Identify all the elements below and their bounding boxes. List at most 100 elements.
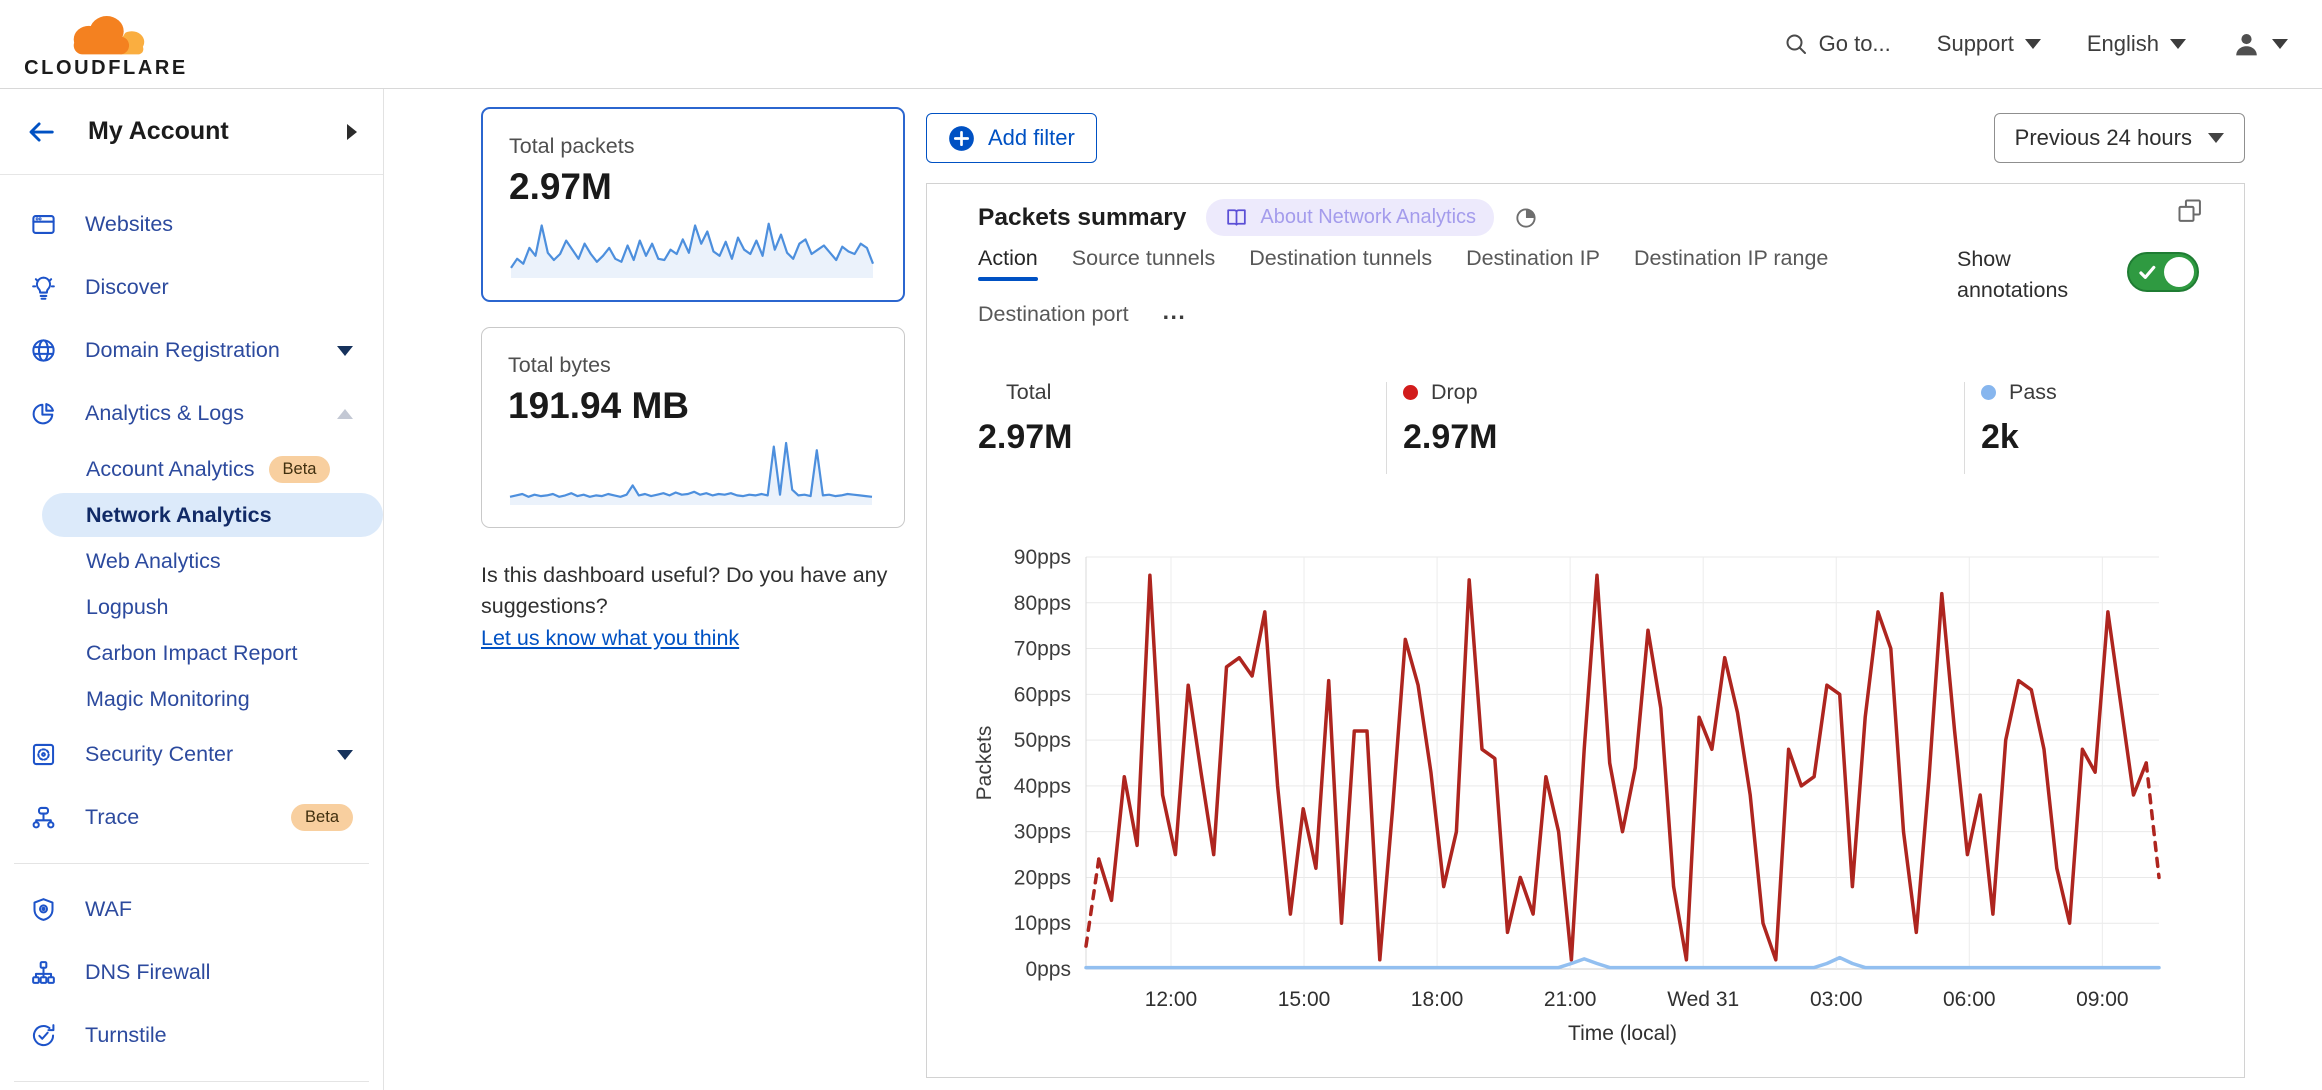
total-packets-value: 2.97M xyxy=(509,166,612,207)
about-network-analytics-pill[interactable]: About Network Analytics xyxy=(1206,199,1495,236)
total-bytes-label: Total bytes xyxy=(508,353,611,377)
packets-summary-panel: Packets summary About Network Analytics … xyxy=(926,183,2245,1078)
go-to-search[interactable]: Go to... xyxy=(1784,31,1891,57)
account-menu[interactable] xyxy=(2232,30,2288,59)
stat-drop-value: 2.97M xyxy=(1403,418,1498,456)
sidebar-item-label: Domain Registration xyxy=(85,338,280,362)
total-packets-label: Total packets xyxy=(509,134,635,158)
sidebar: My Account Websites Discover Domain Regist… xyxy=(0,89,384,1090)
y-axis-tick: 10pps xyxy=(1014,912,1071,935)
cloudflare-logo[interactable]: CLOUDFLARE xyxy=(20,8,192,80)
stat-total-label: Total xyxy=(1006,380,1052,404)
sidebar-item-waf[interactable]: WAF xyxy=(0,878,383,941)
panel-title: Packets summary xyxy=(978,203,1187,231)
beta-badge: Beta xyxy=(268,455,331,483)
annotations-toggle[interactable] xyxy=(2127,252,2199,292)
feedback-question: Is this dashboard useful? Do you have an… xyxy=(481,563,888,618)
packets-chart[interactable]: 0pps 10pps 20pps 30pps 40pps 50pps 60pps 70pps 8… xyxy=(967,534,2179,1046)
total-packets-card[interactable]: Total packets 2.97M xyxy=(481,107,905,302)
support-label: Support xyxy=(1936,31,2014,56)
packets-line-chart: 0pps 10pps 20pps 30pps 40pps 50pps 60pps 70pps 8… xyxy=(973,546,2161,1045)
sidebar-item-analytics-logs[interactable]: Analytics & Logs xyxy=(0,382,383,445)
tabs-more-icon[interactable]: ... xyxy=(1162,298,1187,324)
language-label: English xyxy=(2086,31,2159,56)
sidebar-item-security-center[interactable]: Security Center xyxy=(0,723,383,786)
x-axis-tick: 18:00 xyxy=(1411,988,1464,1011)
beta-badge: Beta xyxy=(291,804,353,831)
x-axis-tick: 03:00 xyxy=(1810,988,1863,1011)
sidebar-item-label: WAF xyxy=(85,897,132,921)
x-axis-tick: 06:00 xyxy=(1943,988,1996,1011)
chevron-down-icon[interactable] xyxy=(337,749,353,760)
stats-divider xyxy=(1964,382,1965,474)
toggle-knob xyxy=(2164,257,2194,287)
book-icon xyxy=(1227,209,1247,226)
hierarchy-icon xyxy=(30,959,57,986)
back-arrow-icon[interactable] xyxy=(26,117,56,147)
pie-chart-icon xyxy=(30,400,57,427)
x-axis-title: Time (local) xyxy=(1568,1022,1677,1045)
stat-total: Total 2.97M xyxy=(978,380,1073,457)
sidebar-item-label: Websites xyxy=(85,212,174,236)
sidebar-item-label: Trace xyxy=(85,805,140,829)
feedback-link[interactable]: Let us know what you think xyxy=(481,626,740,650)
pie-chart-icon[interactable] xyxy=(1514,205,1539,230)
about-badge-label: About Network Analytics xyxy=(1260,206,1477,228)
tab-destination-ip-range[interactable]: Destination IP range xyxy=(1633,246,1829,270)
sidebar-item-turnstile[interactable]: Turnstile xyxy=(0,1004,383,1067)
chevron-down-icon xyxy=(2170,39,2186,49)
filters-toolbar: Add filter Previous 24 hours xyxy=(926,113,2245,163)
cloudflare-wordmark: CLOUDFLARE xyxy=(24,57,188,79)
sidebar-item-carbon-impact-report[interactable]: Carbon Impact Report xyxy=(42,631,383,675)
sidebar-item-websites[interactable]: Websites xyxy=(0,193,383,256)
support-menu[interactable]: Support xyxy=(1937,31,2041,57)
tab-destination-port[interactable]: Destination port xyxy=(978,302,1129,326)
y-axis-tick: 60pps xyxy=(1014,683,1071,706)
tab-action[interactable]: Action xyxy=(978,246,1038,281)
sidebar-item-logpush[interactable]: Logpush xyxy=(42,585,383,629)
sidebar-item-label: Analytics & Logs xyxy=(85,401,244,425)
sidebar-item-account-analytics[interactable]: Account Analytics Beta xyxy=(42,447,383,491)
total-bytes-card[interactable]: Total bytes 191.94 MB xyxy=(481,327,905,528)
account-header[interactable]: My Account xyxy=(0,89,383,175)
x-axis-tick: 15:00 xyxy=(1278,988,1331,1011)
shield-gear-icon xyxy=(30,896,57,923)
sidebar-item-discover[interactable]: Discover xyxy=(0,256,383,319)
tab-destination-ip[interactable]: Destination IP xyxy=(1466,246,1600,270)
y-axis-tick: 90pps xyxy=(1014,546,1071,569)
sidebar-item-label: Turnstile xyxy=(85,1023,167,1047)
stat-pass-value: 2k xyxy=(1981,418,2019,456)
sidebar-subitem-label: Magic Monitoring xyxy=(86,686,250,711)
y-axis-tick: 30pps xyxy=(1014,821,1071,844)
sidebar-item-domain-registration[interactable]: Domain Registration xyxy=(0,319,383,382)
tab-destination-tunnels[interactable]: Destination tunnels xyxy=(1249,246,1433,270)
sidebar-subitem-label: Network Analytics xyxy=(86,502,272,527)
browser-icon xyxy=(30,211,57,238)
pass-series-line xyxy=(1084,955,2161,970)
series-stats: Total 2.97M Drop 2.97M Pass 2k xyxy=(978,380,2195,475)
total-packets-sparkline xyxy=(510,222,875,278)
sidebar-item-dns-firewall[interactable]: DNS Firewall xyxy=(0,941,383,1004)
x-axis-tick: 21:00 xyxy=(1544,988,1597,1011)
total-bytes-sparkline xyxy=(509,441,873,505)
chevron-right-icon[interactable] xyxy=(347,123,357,140)
chevron-down-icon[interactable] xyxy=(337,345,353,356)
refresh-check-icon xyxy=(30,1022,57,1049)
chevron-up-icon[interactable] xyxy=(337,408,353,419)
y-axis-tick: 70pps xyxy=(1014,638,1071,661)
total-bytes-value: 191.94 MB xyxy=(508,385,689,426)
tab-source-tunnels[interactable]: Source tunnels xyxy=(1071,246,1216,270)
sidebar-item-network-analytics[interactable]: Network Analytics xyxy=(42,493,383,537)
lightbulb-icon xyxy=(30,274,57,301)
sidebar-item-trace[interactable]: Trace Beta xyxy=(0,786,383,849)
time-range-dropdown[interactable]: Previous 24 hours xyxy=(1993,113,2245,163)
x-axis-tick: 09:00 xyxy=(2076,988,2129,1011)
sidebar-item-web-analytics[interactable]: Web Analytics xyxy=(42,539,383,583)
chevron-down-icon xyxy=(2024,39,2041,49)
language-menu[interactable]: English xyxy=(2087,31,2186,57)
sidebar-item-magic-monitoring[interactable]: Magic Monitoring xyxy=(42,677,383,721)
add-filter-button[interactable]: Add filter xyxy=(926,113,1097,163)
expand-icon[interactable] xyxy=(2176,197,2204,225)
sidebar-subitem-label: Logpush xyxy=(86,594,169,619)
